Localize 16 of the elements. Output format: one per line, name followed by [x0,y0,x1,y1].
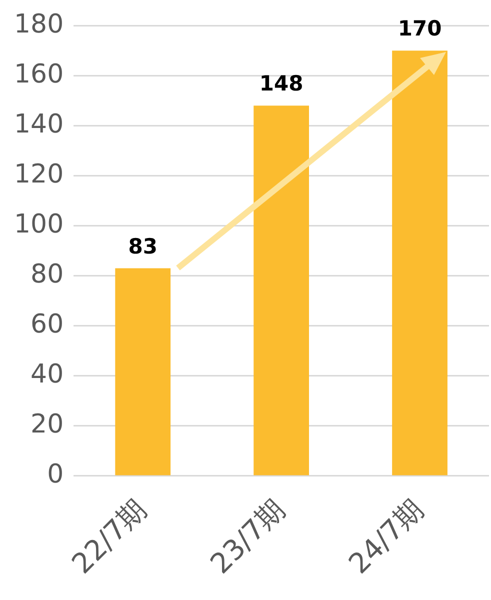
data-label: 148 [259,72,304,96]
y-tick-label: 80 [30,260,64,290]
y-tick-label: 60 [30,310,64,340]
y-tick-label: 40 [30,360,64,390]
y-tick-label: 120 [14,159,64,190]
y-tick-label: 100 [14,210,64,240]
bar [392,50,448,476]
y-tick-label: 160 [14,59,64,90]
data-label: 83 [128,234,158,258]
y-tick-label: 140 [14,109,64,140]
data-label: 170 [398,16,442,41]
bar [115,268,171,476]
y-tick-label: 180 [14,9,64,40]
y-tick-label: 20 [30,410,64,440]
y-tick-label: 0 [47,460,64,490]
bar [254,106,310,476]
